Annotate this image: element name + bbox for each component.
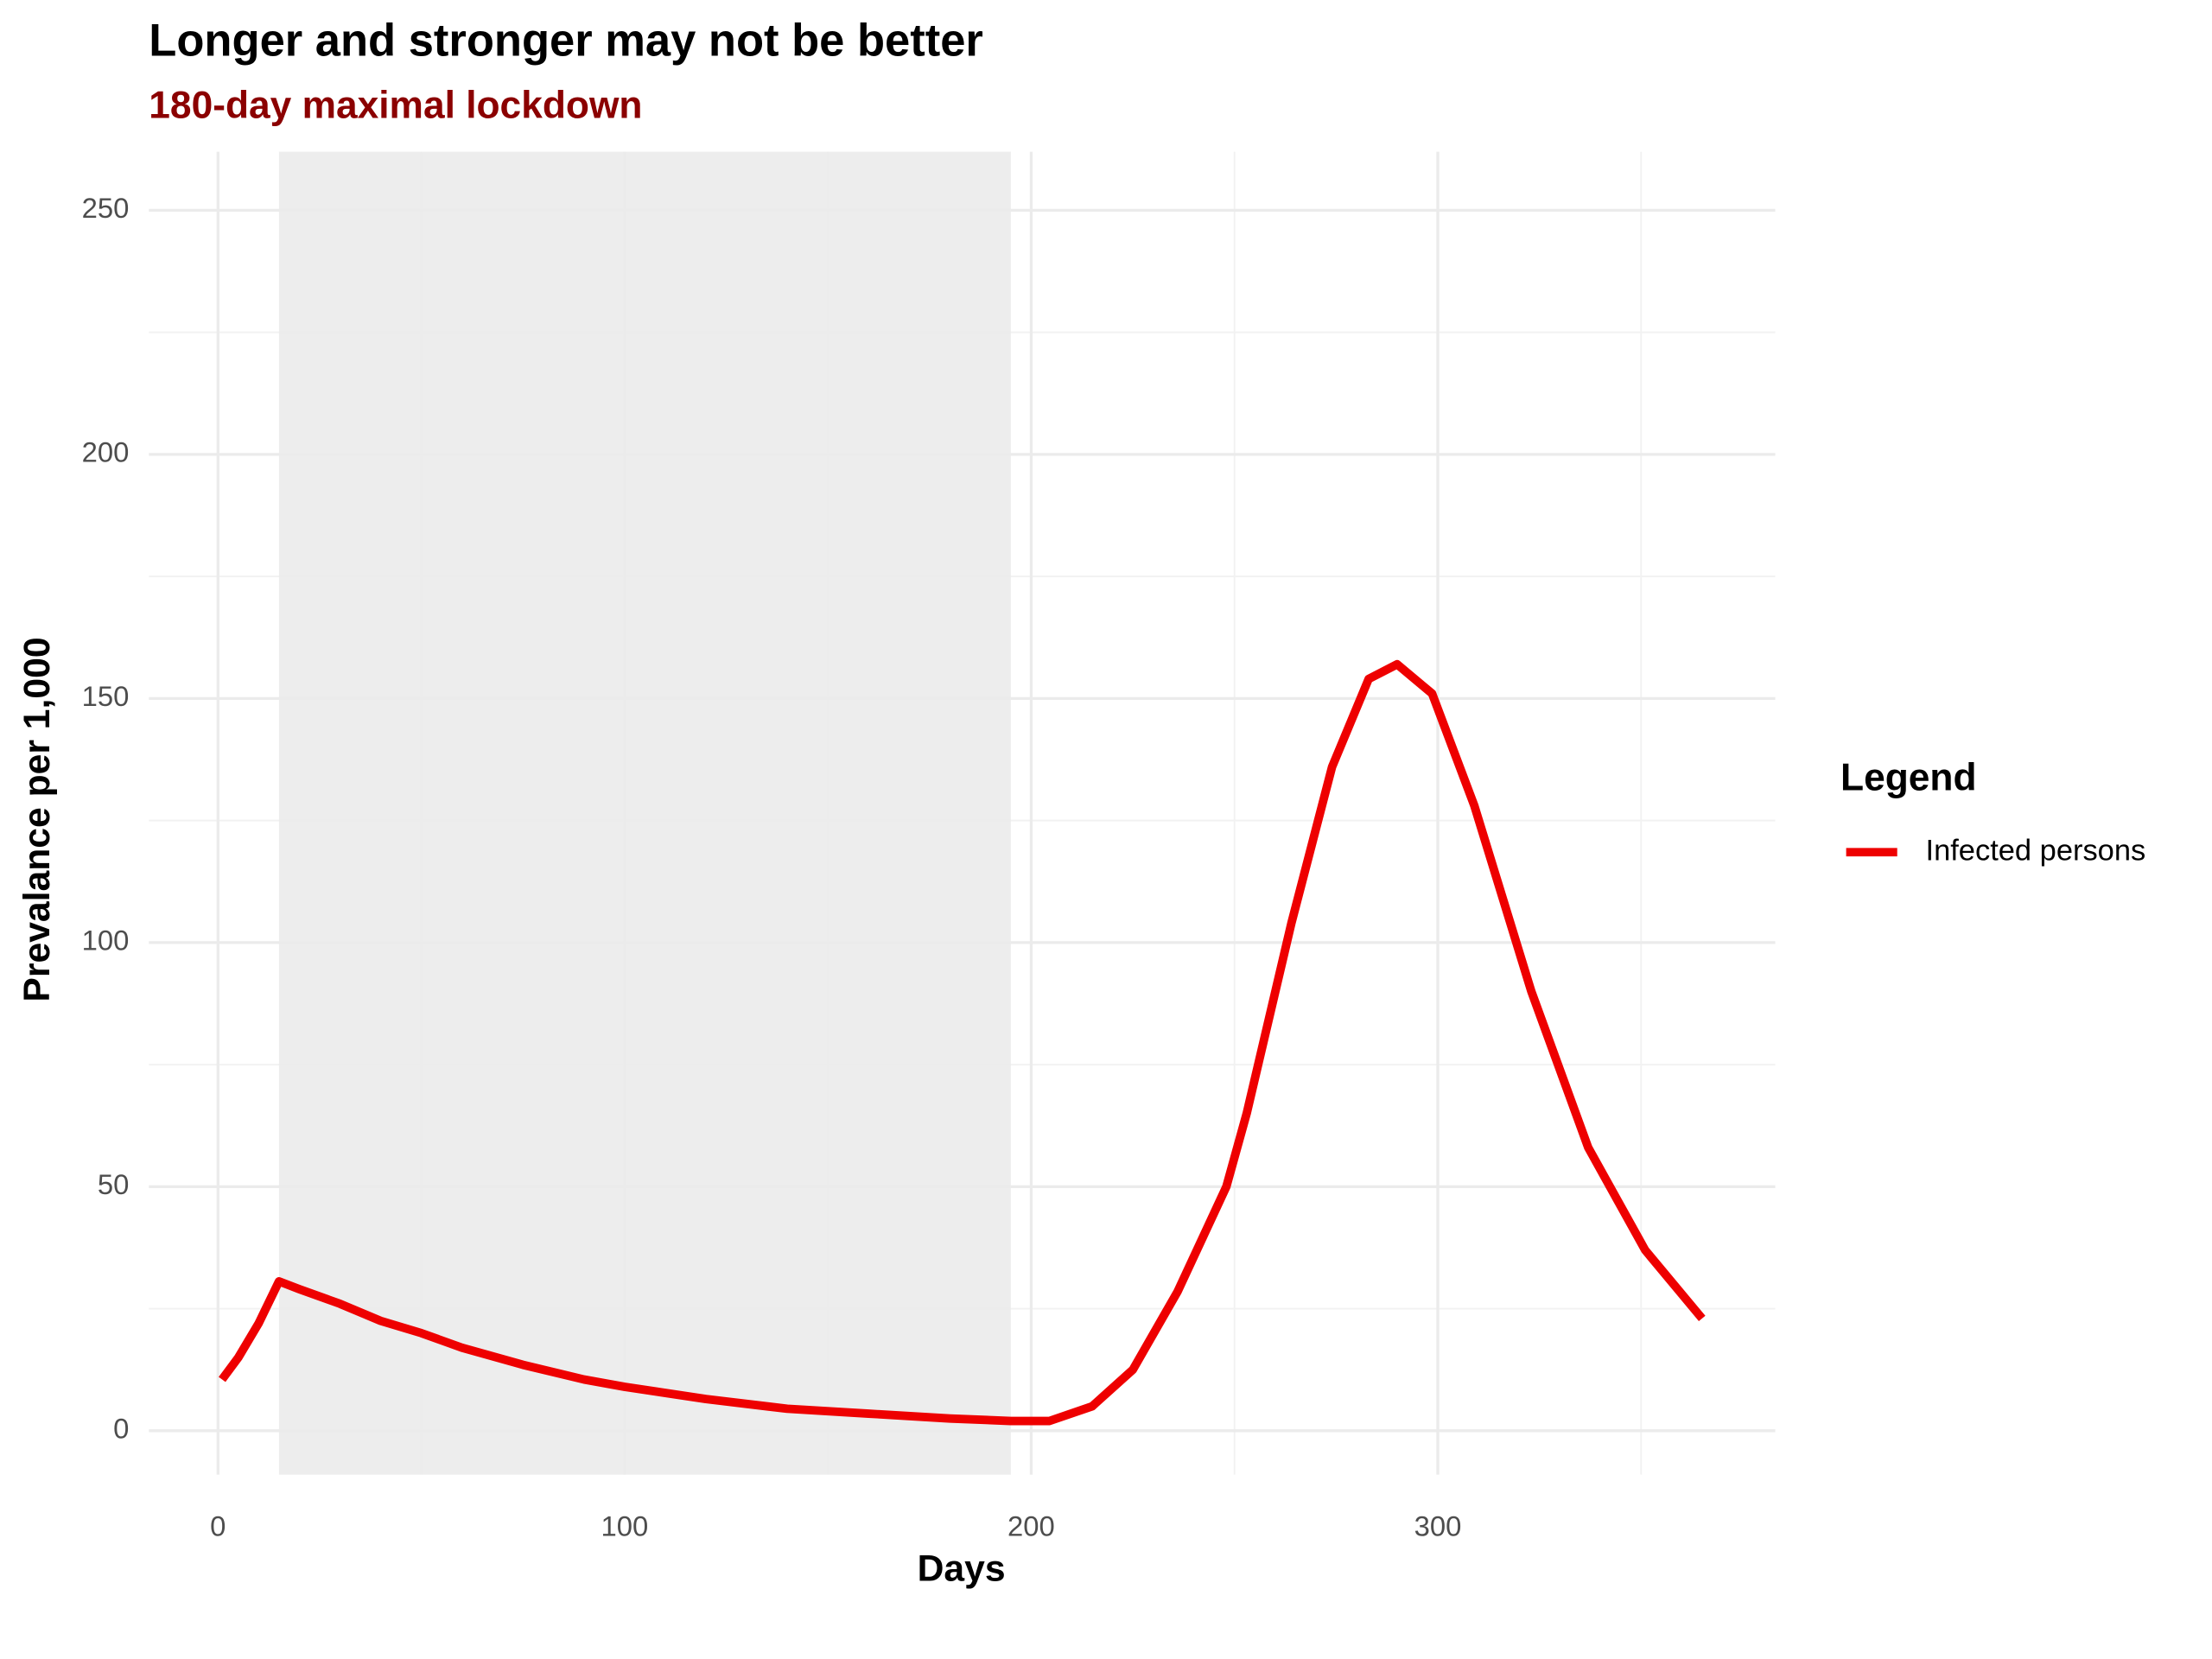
lockdown-shade [278,151,1011,1475]
x-tick-label: 0 [210,1510,226,1542]
y-tick-label: 0 [113,1412,129,1444]
legend-label: Infected persons [1926,834,2146,867]
chart-subtitle: 180-day maximal lockdown [149,84,642,126]
y-tick-label: 50 [98,1168,129,1200]
x-tick-label: 300 [1414,1510,1462,1542]
y-tick-label: 200 [82,436,130,468]
y-axis-title: Prevalance per 1,000 [16,637,58,1001]
data-line [219,659,1706,1426]
legend-title: Legend [1840,756,1977,798]
x-tick-label: 200 [1007,1510,1055,1542]
chart-title: Longer and stronger may not be better [149,16,983,67]
x-tick-label: 100 [601,1510,648,1542]
x-axis-title: Days [918,1548,1006,1590]
y-tick-label: 250 [82,192,130,224]
y-tick-label: 150 [82,680,130,712]
y-tick-label: 100 [82,925,130,957]
